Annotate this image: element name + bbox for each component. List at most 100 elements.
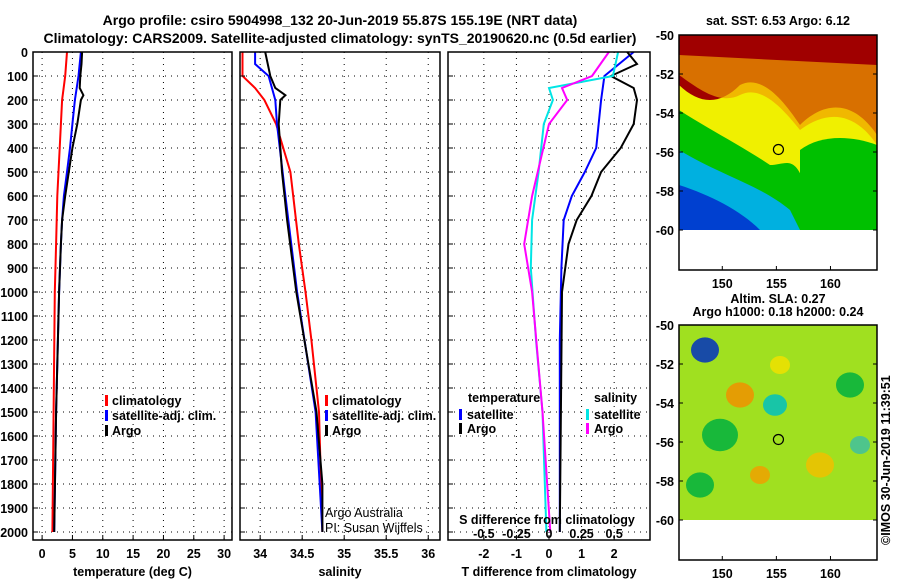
x-tick-label: 0 [39, 547, 46, 561]
annotation-argo-australia: Argo Australia [325, 506, 403, 520]
lat-tick-label: -60 [656, 514, 674, 528]
lat-tick-label: -50 [656, 29, 674, 43]
legend-label: climatology [112, 394, 182, 408]
y-tick-label: 1500 [0, 406, 28, 420]
x-tick-label: 0 [546, 547, 553, 561]
lat-tick-label: -56 [656, 436, 674, 450]
secondary-x-tick-label: 0 [546, 527, 553, 541]
series-line-salinity-argo [523, 51, 610, 533]
y-tick-label: 1900 [0, 502, 28, 516]
x-tick-label: -1 [511, 547, 522, 561]
lon-tick-label: 155 [766, 277, 787, 291]
sst-map-title: sat. SST: 6.53 Argo: 6.12 [706, 14, 850, 28]
figure-title-line2: Climatology: CARS2009. Satellite-adjuste… [44, 30, 637, 46]
plot-frame [239, 51, 441, 541]
y-tick-label: 300 [7, 118, 28, 132]
secondary-x-tick-label: 0.25 [569, 527, 593, 541]
y-tick-label: 100 [7, 70, 28, 84]
annotation-pi: PI: Susan Wijffels [325, 521, 423, 535]
lon-tick-label: 160 [820, 277, 841, 291]
series-line-argo [53, 51, 85, 533]
x-tick-label: 34 [253, 547, 267, 561]
x-tick-label: 35.5 [374, 547, 398, 561]
x-tick-label: 1 [578, 547, 585, 561]
x-tick-label: 30 [217, 547, 231, 561]
x-tick-label: 34.5 [290, 547, 314, 561]
x-tick-label: -2 [478, 547, 489, 561]
sla-eddy [750, 466, 770, 484]
lat-tick-label: -50 [656, 319, 674, 333]
x-axis-label: T difference from climatology [461, 565, 636, 579]
lat-tick-label: -52 [656, 68, 674, 82]
lon-tick-label: 150 [712, 567, 733, 580]
sla-map-subtitle: Argo h1000: 0.18 h2000: 0.24 [693, 305, 864, 319]
legend-swatch [586, 409, 589, 420]
x-tick-label: 36 [421, 547, 435, 561]
sla-eddy [686, 472, 714, 498]
sla-eddy [726, 382, 754, 408]
y-tick-label: 1600 [0, 430, 28, 444]
legend-label: satellite-adj. clim. [332, 409, 436, 423]
sla-eddy [806, 452, 834, 478]
legend-swatch [105, 425, 108, 436]
secondary-x-axis-label: S difference from climatology [459, 513, 635, 527]
legend-label: satellite [594, 408, 641, 422]
legend-swatch [105, 395, 108, 406]
y-tick-label: 700 [7, 214, 28, 228]
sla-eddy [763, 394, 787, 416]
y-tick-label: 1800 [0, 478, 28, 492]
argo-float-marker [772, 433, 785, 446]
x-tick-label: 15 [126, 547, 140, 561]
y-tick-label: 800 [7, 238, 28, 252]
y-tick-label: 900 [7, 262, 28, 276]
legend-label: Argo [112, 424, 142, 438]
legend-title-salinity: salinity [594, 391, 637, 405]
legend-swatch [325, 425, 328, 436]
y-tick-label: 1300 [0, 358, 28, 372]
plot-frame [32, 51, 233, 541]
lat-tick-label: -60 [656, 224, 674, 238]
legend-label: Argo [332, 424, 362, 438]
legend-swatch [459, 423, 462, 434]
sla-map-field [679, 325, 877, 520]
secondary-x-tick-label: -0.25 [502, 527, 531, 541]
legend-swatch [586, 423, 589, 434]
y-tick-label: 1200 [0, 334, 28, 348]
secondary-x-tick-label: -0.5 [473, 527, 495, 541]
legend-label: Argo [594, 422, 624, 436]
y-tick-label: 200 [7, 94, 28, 108]
lat-tick-label: -52 [656, 358, 674, 372]
secondary-x-tick-label: 0.5 [605, 527, 622, 541]
x-tick-label: 10 [96, 547, 110, 561]
legend-label: climatology [332, 394, 402, 408]
y-tick-label: 0 [21, 46, 28, 60]
sla-map-title: Altim. SLA: 0.27 [730, 292, 825, 306]
lon-tick-label: 155 [766, 567, 787, 580]
y-tick-label: 1700 [0, 454, 28, 468]
sla-eddy [836, 372, 864, 398]
lon-tick-label: 160 [820, 567, 841, 580]
series-line-climatology [51, 51, 68, 533]
legend-label: satellite [467, 408, 514, 422]
sst-cold-region [679, 185, 760, 230]
x-tick-label: 2 [611, 547, 618, 561]
legend-title-temperature: temperature [468, 391, 540, 405]
lat-tick-label: -54 [656, 107, 674, 121]
legend-label: satellite-adj. clim. [112, 409, 216, 423]
x-tick-label: 20 [156, 547, 170, 561]
sla-eddy [850, 436, 870, 454]
series-line-temperature-satellite [558, 51, 635, 532]
y-tick-label: 600 [7, 190, 28, 204]
legend-swatch [325, 410, 328, 421]
figure-title-line1: Argo profile: csiro 5904998_132 20-Jun-2… [103, 12, 578, 28]
series-line-climatology [241, 52, 324, 533]
sla-eddy [702, 418, 738, 452]
argo-float-marker [772, 143, 785, 156]
lon-tick-label: 150 [712, 277, 733, 291]
lat-tick-label: -54 [656, 397, 674, 411]
x-tick-label: 35 [337, 547, 351, 561]
credit-text: ©IMOS 30-Jun-2019 11:39:51 [879, 375, 893, 545]
y-tick-label: 500 [7, 166, 28, 180]
series-line-argo [264, 51, 324, 532]
